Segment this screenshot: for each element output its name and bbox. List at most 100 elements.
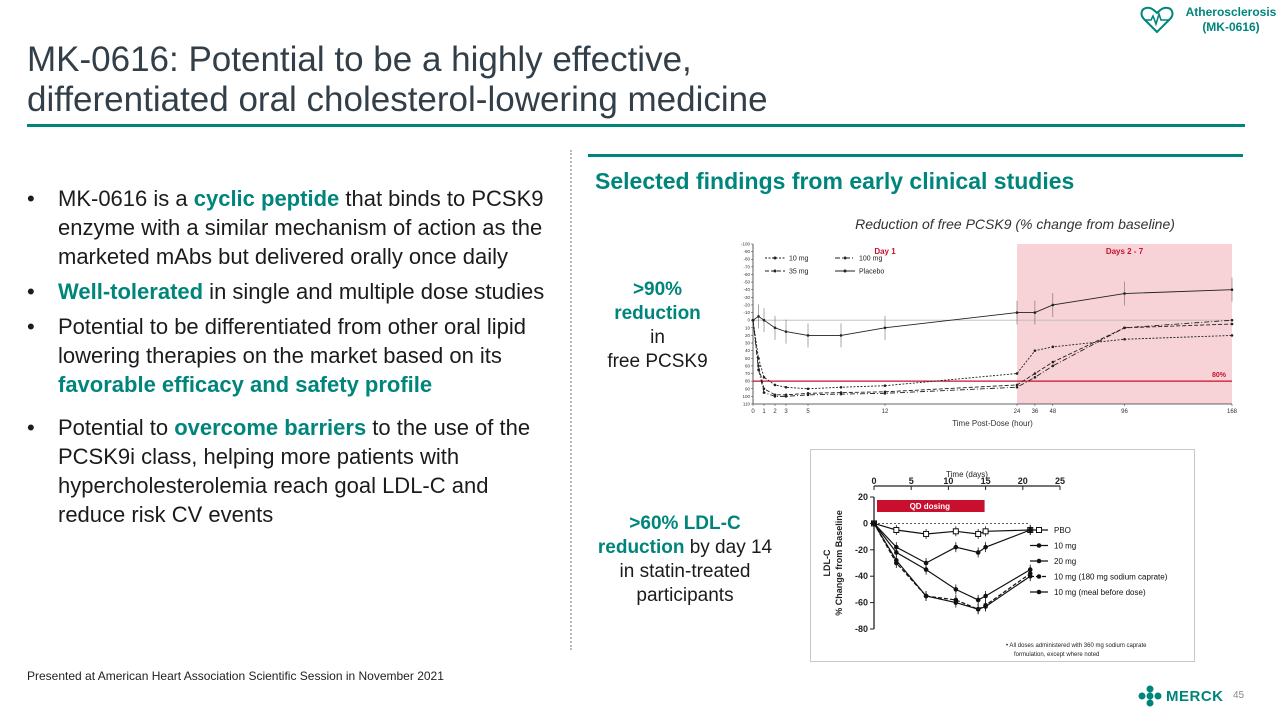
x-axis-title: Time Post-Dose (hour)	[952, 419, 1033, 428]
y-tick-label: -80	[743, 257, 750, 262]
y-tick-label: 0	[863, 518, 868, 528]
data-point	[894, 550, 899, 555]
series-line	[873, 523, 1031, 610]
data-point	[894, 558, 899, 563]
data-point	[953, 587, 959, 592]
y-tick-label: 80	[745, 379, 751, 384]
series-line	[873, 523, 1031, 610]
data-point	[1033, 311, 1037, 314]
data-point	[1051, 345, 1055, 349]
legend-label: PBO	[1054, 526, 1071, 535]
data-point	[839, 334, 843, 337]
stat-ldl-highlight2: reduction	[597, 537, 685, 558]
y-tick-label: -40	[855, 571, 868, 581]
legend-marker	[773, 256, 777, 260]
legend-marker	[1036, 589, 1042, 595]
data-point	[953, 544, 959, 550]
title-line1: MK-0616: Potential to be a highly effect…	[27, 40, 692, 79]
legend-label: 100 mg	[859, 256, 882, 263]
legend-label: Placebo	[859, 269, 884, 276]
data-point	[806, 393, 810, 397]
x-tick-label: 12	[882, 409, 889, 415]
data-point	[1230, 288, 1234, 292]
data-point	[757, 364, 760, 368]
legend-label: 10 mg	[789, 256, 809, 263]
data-point	[757, 368, 760, 372]
x-tick-label: 5	[909, 476, 914, 486]
y-tick-label: -90	[743, 249, 750, 254]
data-point	[883, 392, 887, 395]
stat-pcsk9: >90% reduction in free PCSK9	[590, 278, 725, 374]
bullet-item: • Potential to be differentiated from ot…	[25, 312, 555, 399]
data-point	[773, 395, 777, 398]
pcsk9-chart: Day 1 Days 2 - 7-100-90-80-70-60-50-40-30…	[741, 242, 1238, 429]
y-axis-title-line2: % Change from Baseline	[834, 510, 844, 616]
data-point	[1230, 322, 1234, 326]
stat-ldl: >60% LDL-C reduction by day 14 in statin…	[585, 512, 785, 608]
stat-ldl-inline: by day 14	[684, 537, 773, 558]
title-underline	[27, 124, 1245, 127]
bullet-text: that binds to PCSK9 enzyme with a simila…	[58, 186, 544, 269]
data-point	[757, 315, 760, 318]
chart-footnote-line2: formulation, except where noted	[1014, 652, 1099, 658]
stat-ldl-highlight1: >60% LDL-C	[629, 513, 741, 534]
legend-label: 10 mg	[1054, 542, 1076, 551]
data-point	[983, 593, 988, 599]
data-point	[784, 385, 788, 389]
bullet-text: MK-0616 is a	[58, 186, 194, 211]
bullet-item: • Well-tolerated in single and multiple …	[25, 277, 555, 306]
data-point	[806, 334, 810, 337]
legend-marker	[843, 269, 847, 273]
footnote: Presented at American Heart Association …	[27, 669, 444, 683]
bullet-text: Potential to	[58, 415, 175, 440]
legend-marker	[1036, 574, 1042, 579]
bullet-text: in single and multiple dose studies	[203, 279, 545, 304]
chart-footnote-line1: • All doses administered with 360 mg sod…	[1006, 643, 1147, 649]
badge-line1: Atherosclerosis	[1185, 5, 1277, 19]
data-point	[773, 383, 777, 387]
x-tick-label: 1	[762, 409, 766, 415]
y-tick-label: 20	[745, 333, 751, 338]
region-days-2-7	[1017, 244, 1232, 404]
ldl-chart-frame	[810, 449, 1195, 662]
bullet-dot: •	[27, 314, 35, 339]
data-point	[839, 385, 843, 389]
data-point	[923, 530, 930, 537]
merck-logo-text: MERCK	[1166, 688, 1224, 705]
y-tick-label: -60	[855, 598, 868, 608]
data-point	[1230, 334, 1234, 337]
data-point	[952, 528, 959, 535]
stat-pcsk9-rest: free PCSK9	[607, 351, 708, 372]
bullet-list: • MK-0616 is a cyclic peptide that binds…	[25, 184, 555, 529]
bullet-item: • Potential to overcome barriers to the …	[25, 413, 555, 529]
data-point	[1051, 360, 1055, 364]
data-point	[784, 395, 788, 398]
right-heading: Selected findings from early clinical st…	[595, 168, 1075, 194]
data-point	[1123, 292, 1126, 295]
y-tick-label: 100	[742, 394, 750, 399]
y-tick-label: -70	[743, 264, 750, 269]
y-tick-label: 40	[745, 348, 751, 353]
data-point	[953, 600, 959, 605]
dosing-bar-label: QD dosing	[910, 502, 951, 511]
y-tick-label: 70	[745, 371, 751, 376]
data-point	[894, 544, 899, 550]
y-tick-label: -20	[743, 302, 750, 307]
badge-line2: (MK-0616)	[1202, 20, 1260, 34]
region-label-day1: Day 1	[874, 247, 896, 256]
x-tick-label: 24	[1014, 409, 1021, 415]
stat-pcsk9-inline: in	[650, 327, 665, 348]
heart-pulse-icon	[1140, 6, 1174, 34]
x-tick-label: 36	[1032, 409, 1039, 415]
data-point	[1123, 337, 1126, 341]
data-point	[839, 392, 843, 396]
bullet-dot: •	[27, 415, 35, 440]
data-point	[1033, 372, 1037, 375]
x-axis-title: Time (days)	[946, 470, 988, 479]
y-tick-label: -10	[743, 310, 750, 315]
data-point	[983, 544, 988, 550]
reference-line-label: 80%	[1212, 372, 1227, 379]
legend-marker	[1036, 558, 1042, 564]
data-point	[762, 391, 766, 394]
